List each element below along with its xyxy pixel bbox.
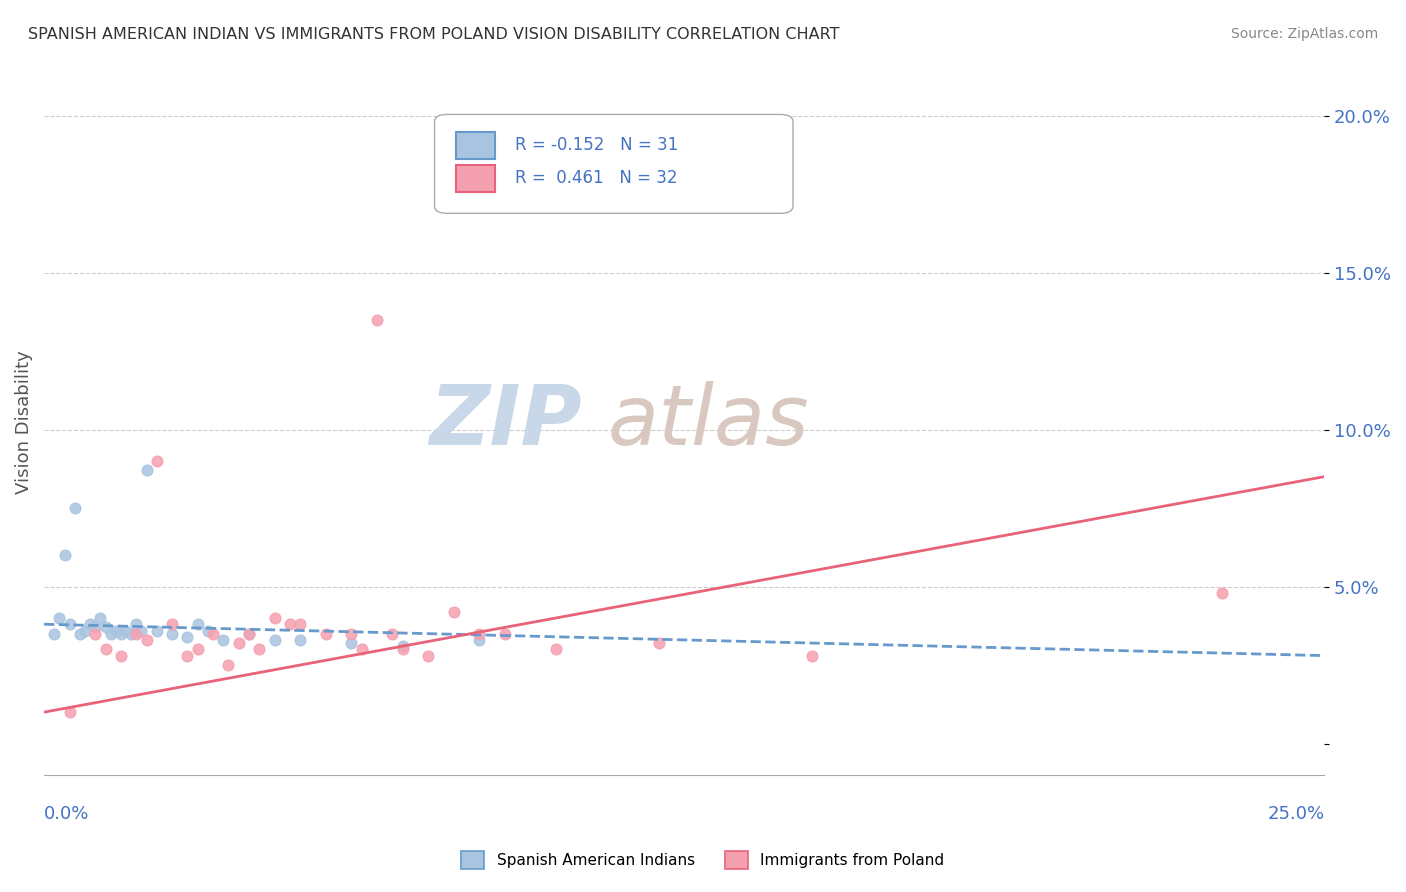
Point [94,642,117,657]
Text: Source: ZipAtlas.com: Source: ZipAtlas.com [1230,27,1378,41]
Legend: Spanish American Indians, Immigrants from Poland: Spanish American Indians, Immigrants fro… [456,845,950,875]
Point [160,626,183,640]
Point [104,624,127,638]
Point [84,626,107,640]
Point [94,620,117,634]
Point [110,648,132,663]
Point [217,658,239,673]
Point [381,626,404,640]
Point [160,617,183,632]
Point [53,548,76,562]
Point [391,639,413,653]
Point [546,642,568,657]
Point [75,624,97,638]
Point [125,617,148,632]
Point [176,630,198,644]
Point [340,636,363,650]
Point [44,626,66,640]
Point [228,636,250,650]
Point [145,454,167,468]
Point [176,648,198,663]
Point [247,642,270,657]
Text: R = -0.152   N = 31: R = -0.152 N = 31 [515,136,679,153]
Point [187,617,209,632]
Text: SPANISH AMERICAN INDIAN VS IMMIGRANTS FROM POLAND VISION DISABILITY CORRELATION : SPANISH AMERICAN INDIAN VS IMMIGRANTS FR… [28,27,839,42]
Text: 0.0%: 0.0% [44,805,90,823]
Point [263,611,285,625]
Point [110,626,132,640]
Point [468,626,491,640]
Point [135,632,157,647]
Point [443,605,465,619]
FancyBboxPatch shape [434,114,793,213]
Point [647,636,669,650]
Point [120,626,142,640]
Point [418,648,440,663]
Point [350,642,373,657]
Point [145,624,167,638]
Point [89,611,111,625]
Point [187,642,209,657]
Point [340,626,363,640]
Point [212,632,235,647]
Point [131,624,153,638]
Point [238,626,260,640]
Point [288,632,311,647]
Point [202,626,225,640]
Point [391,642,413,657]
Y-axis label: Vision Disability: Vision Disability [15,350,32,493]
Point [59,617,82,632]
Point [238,626,260,640]
FancyBboxPatch shape [457,165,495,192]
Point [278,617,301,632]
Point [494,626,516,640]
FancyBboxPatch shape [457,132,495,159]
Text: 25.0%: 25.0% [1267,805,1324,823]
Point [263,632,285,647]
Point [115,624,138,638]
Text: atlas: atlas [607,381,808,462]
Point [288,617,311,632]
Point [48,611,70,625]
Point [468,632,491,647]
Point [1211,586,1233,600]
Point [79,617,101,632]
Point [59,705,82,719]
Point [84,620,107,634]
Text: R =  0.461   N = 32: R = 0.461 N = 32 [515,169,678,187]
Text: ZIP: ZIP [429,381,582,462]
Point [63,501,86,516]
Point [135,463,157,477]
Point [125,626,148,640]
Point [100,626,122,640]
Point [801,648,824,663]
Point [69,626,91,640]
Point [197,624,219,638]
Point [366,312,388,326]
Point [315,626,337,640]
